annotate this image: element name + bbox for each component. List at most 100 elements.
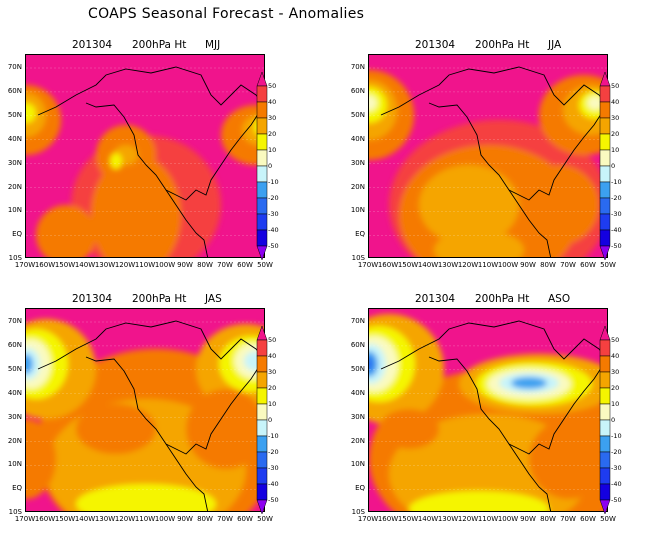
lat-label: EQ — [355, 230, 365, 239]
panel-season: ASO — [548, 293, 571, 305]
lat-label: 40N — [350, 388, 365, 397]
colorbar-label: 50 — [268, 82, 277, 90]
colorbar-segment — [599, 149, 611, 167]
colorbar-segment — [599, 165, 611, 183]
colorbar-label: -40 — [611, 480, 622, 488]
colorbar-segment — [599, 403, 611, 421]
lat-label: EQ — [12, 484, 22, 493]
colorbar-label: -20 — [268, 194, 279, 202]
colorbar-segment — [256, 339, 268, 357]
lat-label: 10N — [7, 460, 22, 469]
lat-label: 40N — [7, 134, 22, 143]
figure-title: COAPS Seasonal Forecast - Anomalies — [88, 6, 365, 22]
colorbar-segment — [256, 483, 268, 501]
panel-date: 201304 — [72, 39, 113, 51]
colorbar-segment — [599, 467, 611, 485]
colorbar-label: 30 — [611, 368, 620, 376]
lat-label: 50N — [350, 364, 365, 373]
colorbar-segment — [256, 213, 268, 231]
lon-label: 90W — [177, 515, 193, 523]
panel-variable: 200hPa Ht — [475, 39, 530, 51]
colorbar-segment — [599, 483, 611, 501]
anomaly-contour — [434, 230, 524, 257]
lat-label: 60N — [7, 86, 22, 95]
colorbar-segment — [599, 197, 611, 215]
colorbar: 50 40 30 20 10 0 -10 -20 -30 -40 -50 — [599, 71, 622, 266]
forecast-panel-jja: 201304 200hPa Ht JJA 70N 60N 50N 40N 30N 20N 1… — [343, 39, 652, 304]
colorbar-label: 40 — [268, 352, 277, 360]
anomaly-contour — [369, 351, 378, 377]
colorbar-segment — [599, 213, 611, 231]
colorbar-label: 10 — [611, 146, 620, 154]
lon-label: 100W — [497, 515, 519, 523]
colorbar-label: 0 — [268, 416, 273, 424]
colorbar-segment — [256, 85, 268, 103]
colorbar-segment — [256, 467, 268, 485]
coastline — [37, 66, 264, 201]
panel-date: 201304 — [415, 293, 456, 305]
lon-label: 50W — [600, 515, 616, 523]
lat-label: 50N — [7, 110, 22, 119]
colorbar-segment — [256, 403, 268, 421]
colorbar-segment — [599, 355, 611, 373]
lon-label: 110W — [134, 515, 156, 523]
colorbar-label: -50 — [268, 496, 279, 504]
colorbar-label: 40 — [611, 352, 620, 360]
colorbar-segment — [256, 101, 268, 119]
panel-date: 201304 — [72, 293, 113, 305]
colorbar-label: 0 — [611, 162, 616, 170]
colorbar-segment — [256, 371, 268, 389]
colorbar-label: -10 — [268, 178, 279, 186]
colorbar-label: -30 — [268, 210, 279, 218]
colorbar-label: 0 — [611, 416, 616, 424]
anomaly-contour — [529, 419, 607, 499]
coastline — [37, 320, 264, 455]
lon-label: 160W — [34, 261, 56, 269]
colorbar: 50 40 30 20 10 0 -10 -20 -30 -40 -50 — [256, 71, 279, 266]
colorbar-segment — [599, 435, 611, 453]
lon-label: 70W — [217, 261, 233, 269]
colorbar-segment — [256, 355, 268, 373]
colorbar-label: -10 — [268, 432, 279, 440]
lon-label: 70W — [217, 515, 233, 523]
colorbar-label: 40 — [611, 98, 620, 106]
forecast-panel-jas: 201304 200hPa Ht JAS 70N 60N 50N 40N 30N 20N 1… — [0, 293, 330, 558]
lat-label: 30N — [350, 158, 365, 167]
lon-label: 60W — [580, 261, 596, 269]
lon-label: 160W — [34, 515, 56, 523]
forecast-panel-mjj: 201304 200hPa Ht MJJ 70N 60N 50N 40N 30N 20N 1… — [0, 39, 330, 304]
lat-label: 70N — [350, 63, 365, 71]
lon-label: 100W — [154, 261, 176, 269]
lat-label: EQ — [12, 230, 22, 239]
lon-label: 110W — [477, 515, 499, 523]
lon-label: 70W — [560, 515, 576, 523]
colorbar-label: 20 — [268, 384, 277, 392]
panel-variable: 200hPa Ht — [132, 293, 187, 305]
lon-label: 140W — [417, 515, 439, 523]
colorbar-label: 20 — [268, 130, 277, 138]
colorbar-label: 30 — [268, 114, 277, 122]
lon-label: 90W — [520, 261, 536, 269]
lon-label: 170W — [14, 515, 36, 523]
lon-label: 160W — [377, 261, 399, 269]
lat-label: 60N — [350, 340, 365, 349]
colorbar-label: 30 — [268, 368, 277, 376]
panel-date: 201304 — [415, 39, 456, 51]
lat-label: 10S — [351, 254, 365, 263]
colorbar-segment — [599, 229, 611, 247]
colorbar-label: -10 — [611, 178, 622, 186]
colorbar-label: -40 — [611, 226, 622, 234]
anomaly-map — [25, 54, 265, 258]
lon-label: 50W — [257, 261, 273, 269]
colorbar-segment — [256, 435, 268, 453]
anomaly-contour — [511, 377, 547, 389]
lon-label: 70W — [560, 261, 576, 269]
lat-label: 20N — [350, 182, 365, 191]
lon-label: 150W — [397, 261, 419, 269]
colorbar-label: -30 — [611, 464, 622, 472]
colorbar-label: 0 — [268, 162, 273, 170]
lat-label: 40N — [350, 134, 365, 143]
anomaly-contour — [419, 165, 519, 245]
colorbar-segment — [599, 181, 611, 199]
colorbar-label: 40 — [268, 98, 277, 106]
